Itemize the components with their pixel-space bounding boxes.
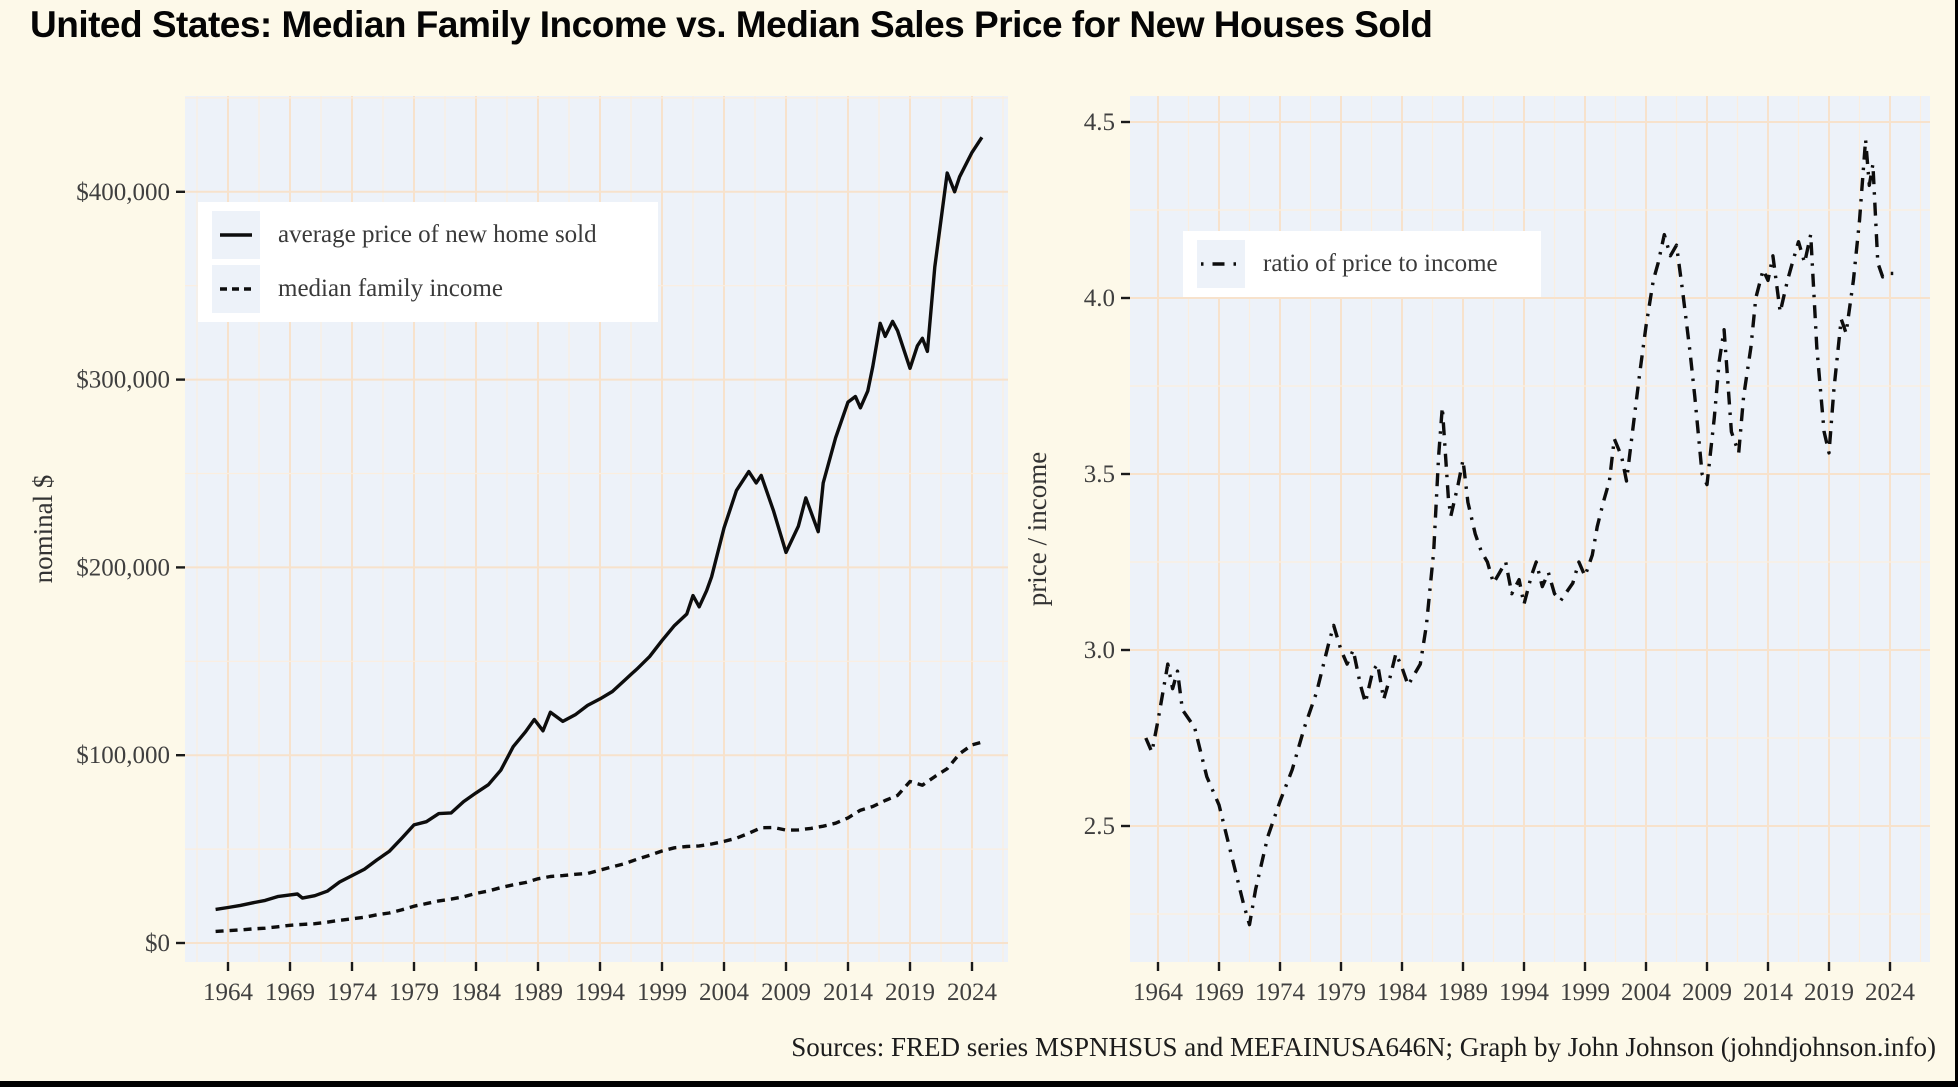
legend-right: ratio of price to income <box>1183 231 1541 297</box>
left-y-tick-label: $0 <box>145 930 170 957</box>
right-x-tick-label: 1989 <box>1438 979 1488 1006</box>
right-x-tick-label: 1979 <box>1316 979 1366 1006</box>
right-x-tick-label: 1984 <box>1377 979 1428 1006</box>
left-y-axis-title: nominal $ <box>28 475 58 584</box>
left-x-tick-label: 1974 <box>327 979 378 1006</box>
legend-label: average price of new home sold <box>278 221 597 248</box>
legend-label: ratio of price to income <box>1263 250 1498 277</box>
left-y-tick-label: $200,000 <box>76 554 170 581</box>
legend-item-average-price: average price of new home sold <box>212 210 644 260</box>
solid-line-key-icon <box>212 211 260 259</box>
left-x-tick-label: 1999 <box>637 979 687 1006</box>
image-border-right <box>1955 0 1958 1087</box>
left-x-tick-label: 2014 <box>823 979 874 1006</box>
left-y-tick-label: $400,000 <box>76 179 170 206</box>
left-x-tick-label: 1964 <box>203 979 254 1006</box>
right-x-tick-label: 1964 <box>1133 979 1184 1006</box>
page-title: United States: Median Family Income vs. … <box>30 4 1433 45</box>
left-x-tick-label: 1984 <box>451 979 502 1006</box>
left-x-tick-label: 1969 <box>265 979 315 1006</box>
left-x-tick-label: 2024 <box>947 979 998 1006</box>
right-y-axis-title: price / income <box>1022 452 1052 606</box>
legend-item-median-income: median family income <box>212 264 644 314</box>
left-x-tick-label: 2009 <box>761 979 811 1006</box>
left-axes: $0 $100,000 $200,000 $300,000 $400,000 1964 19… <box>28 179 998 1006</box>
legend-label: median family income <box>278 275 503 302</box>
right-x-tick-label: 2009 <box>1682 979 1732 1006</box>
left-x-tick-label: 1989 <box>513 979 563 1006</box>
right-x-tick-label: 2024 <box>1865 979 1916 1006</box>
legend-left: average price of new home sold median fa… <box>198 202 658 322</box>
dashed-line-key-icon <box>212 265 260 313</box>
right-x-tick-label: 2014 <box>1743 979 1794 1006</box>
right-x-tick-label: 1994 <box>1499 979 1550 1006</box>
left-y-tick-label: $300,000 <box>76 367 170 394</box>
right-y-tick-label: 3.0 <box>1084 637 1115 664</box>
dashdot-line-key-icon <box>1197 240 1245 288</box>
right-x-tick-label: 1999 <box>1560 979 1610 1006</box>
legend-item-ratio: ratio of price to income <box>1197 239 1527 289</box>
right-x-tick-label: 1974 <box>1255 979 1306 1006</box>
image-border-bottom <box>0 1081 1958 1087</box>
average-price-of-new-home-sold-line <box>215 136 984 912</box>
left-x-tick-label: 2019 <box>885 979 935 1006</box>
source-credit: Sources: FRED series MSPNHSUS and MEFAIN… <box>791 1032 1936 1062</box>
right-x-tick-label: 2019 <box>1804 979 1854 1006</box>
left-x-tick-label: 2004 <box>699 979 750 1006</box>
left-y-tick-label: $100,000 <box>76 742 170 769</box>
median-family-income-line <box>215 740 983 934</box>
left-x-tick-label: 1994 <box>575 979 626 1006</box>
left-x-tick-label: 1979 <box>389 979 439 1006</box>
right-x-tick-label: 2004 <box>1621 979 1672 1006</box>
right-y-tick-label: 4.0 <box>1084 285 1115 312</box>
right-y-tick-label: 3.5 <box>1084 461 1115 488</box>
right-y-tick-label: 2.5 <box>1084 813 1115 840</box>
right-x-tick-label: 1969 <box>1194 979 1244 1006</box>
right-axes: 2.5 3.0 3.5 4.0 4.5 1964 1969 1974 1979 1984 1989 1… <box>1022 109 1916 1006</box>
right-y-tick-label: 4.5 <box>1084 109 1115 136</box>
